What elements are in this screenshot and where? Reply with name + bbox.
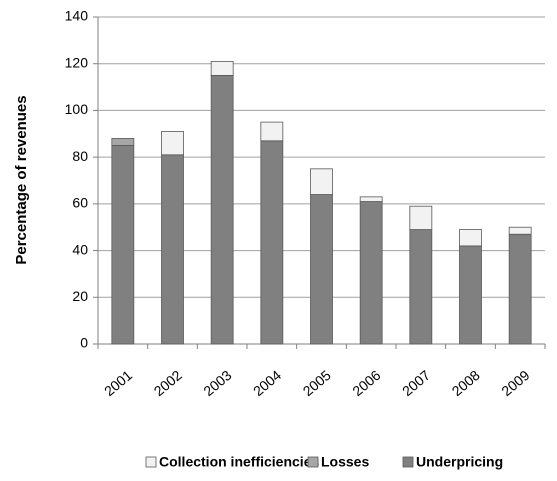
y-tick-label: 120 bbox=[65, 54, 89, 70]
bar-segment bbox=[409, 205, 433, 230]
x-tick-label: 2007 bbox=[399, 367, 433, 399]
y-tick-label: 20 bbox=[72, 288, 88, 304]
x-tick-label: 2001 bbox=[101, 367, 135, 399]
bar-segment bbox=[260, 121, 284, 142]
legend-label: Underpricing bbox=[416, 454, 503, 470]
bar-segment bbox=[409, 229, 433, 345]
bar-segment bbox=[508, 226, 532, 235]
bar-segment bbox=[310, 194, 333, 345]
legend-label: Collection inefficiencies bbox=[159, 454, 319, 470]
x-tick-label: 2003 bbox=[200, 367, 234, 399]
y-tick-label: 100 bbox=[65, 101, 89, 117]
y-tick-label: 60 bbox=[72, 195, 88, 211]
bar-segment bbox=[111, 138, 135, 146]
x-tick-label: 2004 bbox=[250, 367, 284, 399]
bar-segment bbox=[260, 140, 284, 345]
y-tick-label: 140 bbox=[65, 8, 89, 24]
legend-swatch bbox=[145, 456, 157, 468]
x-tick-label: 2009 bbox=[498, 367, 532, 399]
y-tick-label: 0 bbox=[80, 335, 88, 351]
y-tick-label: 80 bbox=[72, 148, 88, 164]
y-axis-label: Percentage of revenues bbox=[13, 95, 30, 264]
bar-segment bbox=[210, 74, 234, 345]
bar-segment bbox=[310, 168, 333, 195]
bar-segment bbox=[161, 131, 184, 156]
bar-segment bbox=[459, 245, 482, 345]
legend-label: Losses bbox=[321, 454, 369, 470]
x-tick-label: 2002 bbox=[151, 367, 185, 399]
bar-segment bbox=[508, 233, 532, 345]
bar-segment bbox=[459, 229, 482, 247]
y-tick-label: 40 bbox=[72, 241, 88, 257]
x-tick-label: 2006 bbox=[349, 367, 383, 399]
bar-segment bbox=[111, 145, 135, 345]
bar-segment bbox=[359, 201, 383, 345]
legend-swatch bbox=[307, 456, 319, 468]
legend-swatch bbox=[402, 456, 414, 468]
bar-segment bbox=[161, 154, 184, 345]
x-tick-label: 2008 bbox=[449, 367, 483, 399]
bar-segment bbox=[210, 60, 234, 76]
bar-segment bbox=[359, 196, 383, 202]
x-tick-label: 2005 bbox=[300, 367, 334, 399]
